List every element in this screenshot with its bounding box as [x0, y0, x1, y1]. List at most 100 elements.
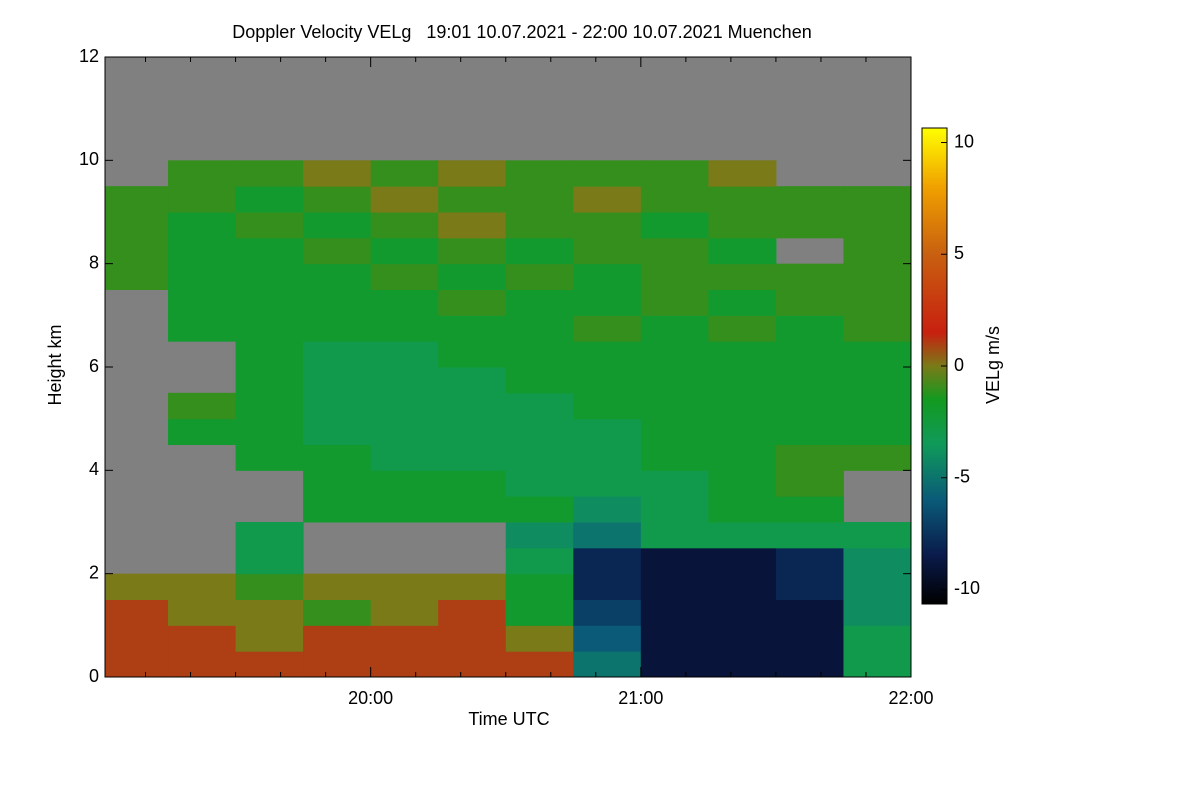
heatmap-cell	[370, 470, 439, 497]
heatmap-cell	[708, 522, 777, 549]
heatmap-cell	[303, 418, 372, 445]
heatmap-cell	[235, 212, 304, 239]
heatmap-cell	[438, 496, 507, 523]
heatmap-cell	[708, 341, 777, 368]
heatmap-cell	[708, 263, 777, 290]
heatmap-cell	[640, 599, 709, 626]
heatmap-cell	[235, 367, 304, 394]
heatmap-cell	[370, 651, 439, 677]
heatmap-cell	[640, 186, 709, 213]
heatmap-cell	[370, 444, 439, 471]
heatmap-cell	[640, 522, 709, 549]
heatmap-cell	[505, 315, 574, 342]
heatmap-cell	[370, 160, 439, 187]
heatmap-cell	[168, 418, 237, 445]
heatmap-cell	[775, 470, 844, 497]
heatmap-cell	[573, 263, 642, 290]
heatmap-cell	[505, 418, 574, 445]
heatmap-cell	[775, 444, 844, 471]
heatmap-cell	[775, 651, 844, 677]
heatmap-cell	[775, 496, 844, 523]
heatmap-cell	[708, 599, 777, 626]
heatmap-cell	[775, 186, 844, 213]
heatmap-cell	[843, 367, 911, 394]
heatmap-cell	[370, 341, 439, 368]
heatmap-cell	[775, 392, 844, 420]
heatmap-cell	[505, 625, 574, 652]
y-tick-label: 4	[89, 459, 99, 479]
heatmap-cell	[708, 418, 777, 445]
x-tick-label: 20:00	[348, 688, 393, 708]
heatmap-cell	[303, 341, 372, 368]
heatmap-cell	[505, 599, 574, 626]
heatmap-cell	[505, 263, 574, 290]
heatmap-cell	[573, 186, 642, 213]
heatmap-cell	[573, 237, 642, 265]
heatmap-cell	[640, 341, 709, 368]
heatmap-cell	[505, 289, 574, 316]
heatmap-cell	[303, 186, 372, 213]
heatmap-cell	[573, 418, 642, 445]
heatmap-cell	[168, 186, 237, 213]
heatmap-cell	[438, 289, 507, 316]
heatmap-cell	[775, 522, 844, 549]
heatmap-cell	[775, 418, 844, 445]
heatmap-cell	[573, 212, 642, 239]
heatmap-cell	[438, 625, 507, 652]
heatmap-cell	[438, 444, 507, 471]
heatmap-cell	[843, 315, 911, 342]
heatmap-cell	[438, 160, 507, 187]
heatmap-cell	[775, 263, 844, 290]
heatmap-cell	[168, 212, 237, 239]
heatmap-cell	[640, 367, 709, 394]
heatmap-cell	[438, 341, 507, 368]
heatmap-cell	[105, 651, 169, 677]
colorbar-tick-label: -5	[954, 466, 970, 486]
heatmap-cell	[303, 237, 372, 265]
heatmap-cell	[168, 625, 237, 652]
heatmap-cell	[640, 444, 709, 471]
heatmap-cell	[235, 418, 304, 445]
heatmap-cell	[573, 547, 642, 575]
heatmap-cell	[370, 212, 439, 239]
heatmap-cell	[505, 522, 574, 549]
heatmap-cell	[235, 392, 304, 420]
heatmap-cell	[843, 237, 911, 265]
heatmap-cell	[235, 160, 304, 187]
heatmap-cell	[640, 212, 709, 239]
heatmap-cell	[843, 392, 911, 420]
heatmap-cell	[708, 367, 777, 394]
heatmap-cell	[370, 573, 439, 600]
heatmap-cell	[438, 573, 507, 600]
heatmap-cell	[505, 496, 574, 523]
heatmap-cell	[105, 212, 169, 239]
heatmap-cell	[235, 444, 304, 471]
heatmap-cell	[303, 212, 372, 239]
heatmap-cell	[235, 625, 304, 652]
heatmap-cell	[505, 341, 574, 368]
y-tick-label: 12	[79, 46, 99, 66]
heatmap-cell	[640, 547, 709, 575]
heatmap-cells	[105, 160, 911, 677]
heatmap-cell	[168, 573, 237, 600]
heatmap-cell	[708, 237, 777, 265]
heatmap-cell	[843, 547, 911, 575]
heatmap-cell	[303, 315, 372, 342]
heatmap-cell	[708, 315, 777, 342]
y-tick-label: 10	[79, 149, 99, 169]
heatmap-cell	[303, 573, 372, 600]
heatmap-cell	[438, 392, 507, 420]
y-tick-label: 8	[89, 252, 99, 272]
heatmap-cell	[573, 573, 642, 600]
heatmap-cell	[843, 444, 911, 471]
heatmap-cell	[640, 315, 709, 342]
heatmap-cell	[438, 315, 507, 342]
heatmap-cell	[235, 573, 304, 600]
heatmap-cell	[775, 599, 844, 626]
y-axis-label: Height km	[45, 324, 65, 405]
heatmap-cell	[843, 651, 911, 677]
heatmap-cell	[573, 160, 642, 187]
heatmap-cell	[708, 392, 777, 420]
heatmap-cell	[843, 522, 911, 549]
heatmap-cell	[303, 289, 372, 316]
